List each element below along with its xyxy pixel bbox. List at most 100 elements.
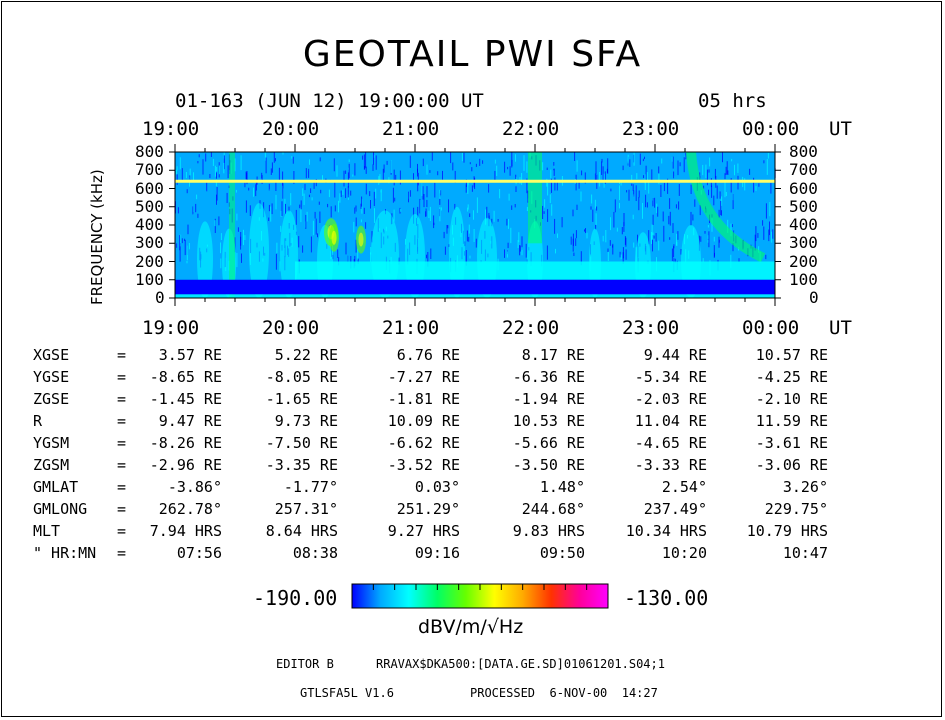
- spectrogram-speckle: [365, 152, 367, 168]
- spectrogram-speckle: [179, 246, 181, 262]
- spectrogram-speckle: [656, 203, 658, 214]
- orbit-value: -5.66 RE: [512, 434, 585, 452]
- spectrogram-speckle: [450, 219, 452, 223]
- spectrogram-speckle: [609, 213, 611, 223]
- orbit-value: -3.86°: [167, 478, 222, 496]
- spectrogram-speckle: [308, 168, 310, 178]
- spectrogram-speckle: [633, 194, 635, 197]
- spectrogram-speckle: [636, 173, 638, 180]
- orbit-value: -5.34 RE: [634, 368, 707, 386]
- spectrogram-speckle: [364, 166, 366, 169]
- orbit-value: 229.75°: [764, 500, 828, 518]
- spectrogram-speckle: [524, 183, 525, 187]
- orbit-row-separator: =: [117, 522, 127, 540]
- spectrogram-speckle: [601, 158, 603, 163]
- x-tick-label-bottom: 21:00: [382, 317, 440, 339]
- spectrogram-speckle: [708, 189, 709, 196]
- spectrogram-speckle: [506, 251, 508, 258]
- spectrogram-speckle: [727, 219, 729, 233]
- spectrogram-speckle: [280, 225, 282, 232]
- spectrogram-speckle: [422, 158, 424, 167]
- spectrogram-speckle: [504, 208, 506, 219]
- spectrogram-speckle: [716, 228, 718, 244]
- orbit-value: 251.29°: [396, 500, 460, 518]
- spectrogram-speckle: [181, 238, 183, 244]
- spectrogram-speckle: [599, 210, 601, 216]
- spectrogram-speckle: [236, 213, 238, 221]
- spectrogram-speckle: [319, 211, 321, 223]
- spectrogram-speckle: [365, 166, 367, 174]
- spectrogram-speckle: [690, 211, 692, 226]
- spectrogram-speckle: [338, 216, 340, 228]
- spectrogram-speckle: [542, 205, 544, 219]
- spectrogram-speckle: [732, 191, 734, 201]
- spectrogram-speckle: [553, 165, 555, 169]
- spectrogram-speckle: [702, 164, 704, 176]
- spectrogram-speckle: [769, 168, 770, 181]
- spectrogram-speckle: [427, 252, 429, 267]
- spectrogram-speckle: [187, 224, 189, 235]
- orbit-value: 9.73 RE: [274, 412, 338, 430]
- spectrogram-speckle: [622, 252, 624, 264]
- spectrogram-speckle: [227, 165, 229, 179]
- spectrogram-speckle: [488, 184, 490, 193]
- spectrogram-speckle: [365, 200, 367, 215]
- spectrogram-speckle: [554, 218, 556, 234]
- spectrogram-speckle: [403, 167, 405, 174]
- x-tick-label-top: 00:00: [742, 118, 800, 140]
- spectrogram-speckle: [519, 245, 521, 256]
- spectrogram-speckle: [393, 209, 395, 222]
- orbit-value: 8.17 RE: [521, 346, 585, 364]
- spectrogram-speckle: [237, 227, 239, 232]
- spectrogram-speckle: [692, 214, 694, 221]
- spectrogram-speckle: [554, 177, 556, 191]
- spectrogram-speckle: [471, 167, 473, 172]
- spectrogram-speckle: [511, 159, 513, 167]
- spectrogram-speckle: [718, 209, 720, 218]
- spectrogram-speckle: [553, 168, 555, 176]
- spectrogram-speckle: [707, 179, 709, 188]
- spectrogram-speckle: [668, 212, 670, 221]
- spectrogram-speckle: [645, 194, 647, 208]
- continuum-band: [295, 261, 775, 280]
- spectrogram-speckle: [771, 231, 773, 243]
- orbit-value: 1.48°: [539, 478, 585, 496]
- spectrogram-speckle: [551, 204, 553, 216]
- spectrogram-speckle: [674, 258, 676, 264]
- spectrogram-speckle: [284, 198, 286, 214]
- orbit-value: 10.34 HRS: [625, 522, 707, 540]
- spectrogram-speckle: [392, 187, 394, 203]
- orbit-value: 08:38: [292, 544, 338, 562]
- orbit-row-separator: =: [117, 434, 127, 452]
- spectrogram-speckle: [581, 170, 583, 176]
- spectrogram-speckle: [370, 252, 371, 262]
- spectrogram-speckle: [282, 152, 284, 155]
- orbit-value: 9.27 HRS: [387, 522, 460, 540]
- spectrogram-speckle: [399, 170, 401, 185]
- spectrogram-speckle: [673, 184, 675, 197]
- spectrogram-speckle: [313, 186, 315, 189]
- spectrogram-speckle: [350, 240, 352, 249]
- spectrogram-speckle: [345, 170, 347, 174]
- spectrogram-speckle: [580, 191, 582, 202]
- footer-processed: PROCESSED 6-NOV-00 14:27: [470, 686, 658, 700]
- spectrogram-speckle: [197, 213, 199, 218]
- spectrogram-speckle: [283, 188, 285, 199]
- spectrogram-speckle: [724, 173, 726, 180]
- spectrogram-speckle: [373, 152, 374, 165]
- spectrogram-speckle: [431, 152, 433, 161]
- spectrogram-speckle: [573, 252, 575, 256]
- orbit-value: -3.06 RE: [755, 456, 828, 474]
- spectrogram-speckle: [713, 236, 715, 242]
- spectrogram-speckle: [255, 184, 257, 197]
- spectrogram-speckle: [673, 246, 675, 258]
- spectrogram-speckle: [465, 179, 467, 187]
- spectrogram-speckle: [731, 224, 733, 228]
- orbit-value: -1.77°: [283, 478, 338, 496]
- spectrogram-speckle: [499, 189, 501, 199]
- spectrogram-speckle: [677, 231, 679, 240]
- spectrogram-speckle: [510, 227, 512, 244]
- spectrogram-speckle: [526, 161, 528, 173]
- spectrogram-speckle: [601, 161, 603, 175]
